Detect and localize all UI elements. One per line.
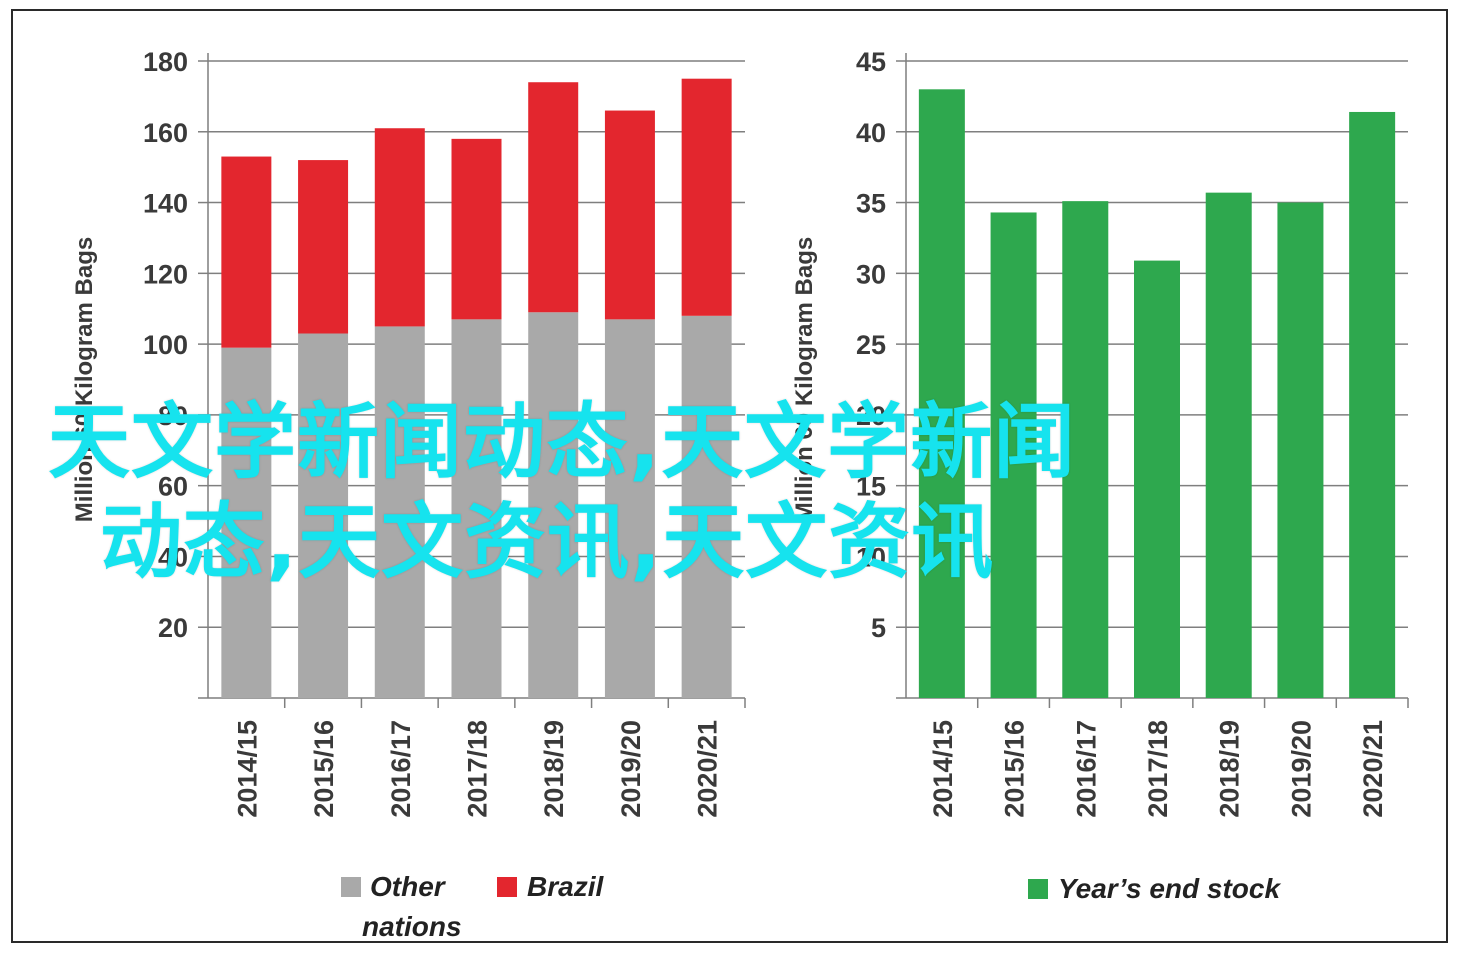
right-chart-ytick-label: 25	[856, 330, 886, 360]
right-chart-xtick-label: 2017/18	[1143, 720, 1173, 818]
left-chart-y-axis-label: Million 60 Kilogram Bags	[71, 237, 98, 522]
left-chart: 20 40 60 80 100 120 140 160 180 Million 60 Kilogr…	[71, 47, 746, 942]
right-chart-ytick-label: 15	[856, 472, 886, 502]
right-chart-xtick-label: 2014/15	[928, 720, 958, 818]
left-chart-ytick-label: 20	[158, 613, 188, 643]
left-chart-ytick-label: 120	[143, 259, 188, 289]
right-chart-ytick-label: 45	[856, 47, 886, 77]
left-chart-bar	[451, 138, 502, 320]
right-chart-xtick-label: 2018/19	[1215, 720, 1245, 818]
left-chart-ytick-label: 140	[143, 189, 188, 219]
right-chart-bar	[1062, 201, 1109, 698]
right-chart-bar	[990, 212, 1037, 698]
left-chart-bar	[298, 333, 349, 698]
left-chart-xtick-label: 2014/15	[232, 720, 262, 818]
left-chart-bar	[221, 156, 272, 348]
right-chart-xtick-label: 2019/20	[1286, 720, 1316, 818]
left-chart-ytick-label: 100	[143, 330, 188, 360]
right-chart-xtick-label: 2015/16	[1000, 720, 1030, 818]
right-chart-bar	[918, 89, 965, 699]
left-chart-bar	[681, 78, 732, 316]
legend-other-nations-label-line2: nations	[362, 911, 462, 942]
left-chart-xtick-label: 2020/21	[693, 720, 723, 818]
legend-stock-label: Year’s end stock	[1058, 873, 1281, 904]
right-chart-bar	[1349, 111, 1396, 698]
left-chart-ytick-label: 40	[158, 542, 188, 572]
left-chart-ytick-label: 160	[143, 118, 188, 148]
legend-brazil-label: Brazil	[527, 871, 604, 902]
left-chart-xtick-label: 2017/18	[463, 720, 493, 818]
left-chart-bar	[604, 319, 655, 698]
left-chart-bar	[604, 110, 655, 320]
legend-brazil-swatch	[497, 877, 517, 897]
right-chart-y-axis-label: Million 60 Kilogram Bags	[791, 237, 818, 522]
right-chart-ytick-label: 40	[856, 118, 886, 148]
right-chart-ytick-label: 20	[856, 401, 886, 431]
right-chart-bar	[1205, 192, 1252, 698]
left-chart-xtick-label: 2019/20	[616, 720, 646, 818]
left-chart-ytick-label: 60	[158, 472, 188, 502]
legend-other-nations-swatch	[341, 877, 361, 897]
left-chart-bar	[298, 160, 349, 334]
right-chart-xtick-label: 2016/17	[1071, 720, 1101, 818]
right-chart-ytick-label: 10	[856, 542, 886, 572]
left-chart-xtick-label: 2018/19	[539, 720, 569, 818]
left-chart-bar	[451, 319, 502, 698]
left-chart-bar	[374, 128, 425, 327]
left-chart-bar	[528, 82, 579, 313]
legend-other-nations-label-line1: Other	[370, 871, 447, 902]
right-chart-bar	[1277, 202, 1324, 699]
left-chart-xtick-label: 2015/16	[309, 720, 339, 818]
left-chart-bar	[221, 347, 272, 698]
left-chart-ytick-label: 80	[158, 401, 188, 431]
left-chart-ytick-label: 180	[143, 47, 188, 77]
right-chart-xtick-label: 2020/21	[1358, 720, 1388, 818]
left-chart-bar	[681, 315, 732, 698]
right-chart-ytick-label: 5	[871, 613, 886, 643]
right-chart-bar	[1134, 260, 1180, 698]
left-chart-xtick-label: 2016/17	[386, 720, 416, 818]
right-chart: 5 10 15 20 25 30 35 40 45 Million 60 Kilogram Bag…	[791, 47, 1409, 904]
legend-stock-swatch	[1028, 879, 1048, 899]
right-chart-ytick-label: 30	[856, 259, 886, 289]
left-chart-bar	[528, 312, 579, 698]
right-chart-ytick-label: 35	[856, 189, 886, 219]
left-chart-bar	[374, 326, 425, 698]
